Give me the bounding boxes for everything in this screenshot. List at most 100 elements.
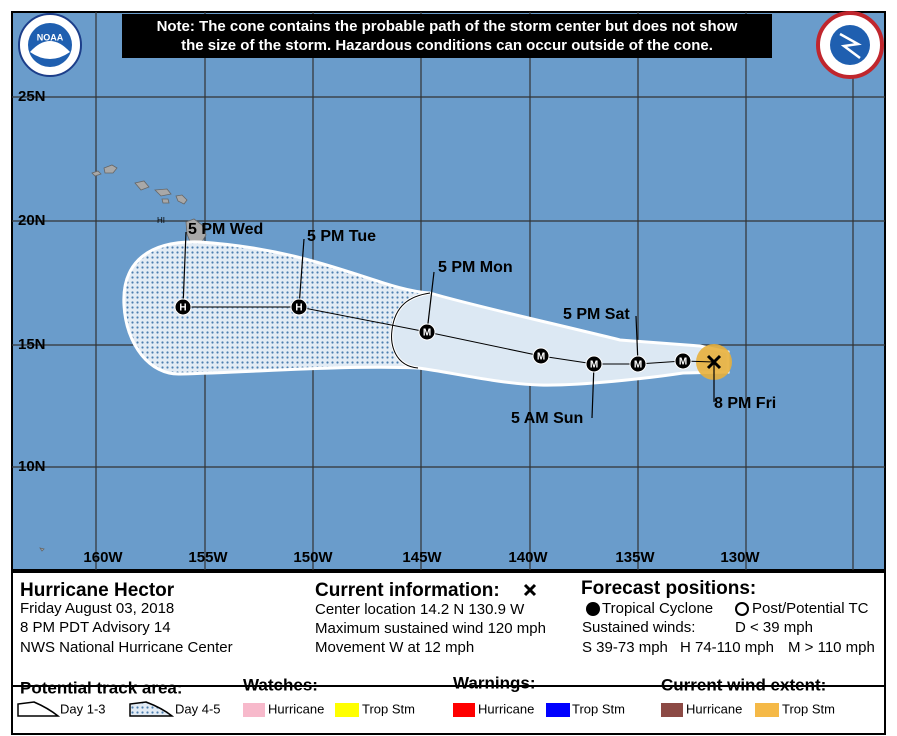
legend-title: Current wind extent:: [661, 675, 826, 694]
track-symbol: M: [537, 352, 545, 363]
leader-line: [591, 363, 595, 419]
leader-line: [182, 231, 187, 308]
track-symbol: H: [179, 303, 186, 314]
legend-cone: [129, 701, 175, 717]
legend-swatch: [453, 703, 475, 717]
island: [39, 547, 45, 552]
islands: [39, 164, 207, 552]
track-symbol: M: [634, 360, 642, 371]
island: [161, 198, 170, 204]
legend-dot: [586, 602, 600, 616]
current-position: [706, 354, 722, 370]
current-text: Center location 14.2 N 130.9 W: [315, 601, 525, 618]
legend-title: Potential track area:: [20, 678, 183, 697]
track-point: [629, 355, 647, 373]
forecast-text: D < 39 mph: [735, 619, 813, 636]
legend-title: Watches:: [243, 675, 318, 694]
legend-swatch: [755, 703, 779, 717]
track-point: [585, 355, 603, 373]
forecast-text: S 39-73 mph: [582, 639, 668, 656]
track-point: [532, 347, 550, 365]
legend-text: Trop Stm: [782, 701, 835, 716]
logo-bolt: [839, 32, 862, 59]
legend-text: Hurricane: [268, 701, 324, 716]
time-label: 5 PM Tue: [307, 228, 376, 245]
legend-swatch: [661, 703, 683, 717]
region-label: HI: [157, 216, 165, 225]
track-symbol: M: [679, 357, 687, 368]
leader-line: [426, 271, 435, 333]
time-labels: 5 PM Wed 5 PM Tue 5 PM Mon 5 PM Sat 5 AM…: [188, 221, 776, 427]
track-symbol: M: [423, 328, 431, 339]
legend-text: Hurricane: [478, 701, 534, 716]
track-point: [418, 323, 436, 341]
legend-swatch: [335, 703, 359, 717]
legend-text: Day 1-3: [60, 701, 106, 716]
island: [175, 194, 188, 205]
info-text: Friday August 03, 2018: [20, 600, 174, 617]
lon-label: 150W: [293, 549, 333, 566]
track-symbol: M: [590, 360, 598, 371]
track-points: H H M M M M M: [174, 298, 722, 373]
forecast-text: M > 110 mph: [788, 639, 875, 656]
note-text: the size of the storm. Hazardous conditi…: [181, 37, 713, 54]
lat-label: 25N: [18, 88, 46, 105]
island: [154, 188, 172, 197]
storm-name: Hurricane Hector: [20, 580, 175, 601]
lat-label: 20N: [18, 212, 46, 229]
island: [185, 218, 207, 246]
track-symbol: H: [295, 303, 302, 314]
noaa-logo: NOAA: [18, 13, 82, 77]
current-text: Maximum sustained wind 120 mph: [315, 620, 546, 637]
track-point: [290, 298, 308, 316]
legend-swatch: [243, 703, 265, 717]
island: [134, 180, 150, 191]
legend-cone: [17, 701, 61, 717]
info-panel: [11, 571, 886, 687]
forecast-text: H 74-110 mph: [680, 639, 774, 656]
time-label: 5 PM Mon: [438, 259, 513, 276]
lon-label: 145W: [402, 549, 442, 566]
nws-logo: [816, 11, 884, 79]
note-box: [122, 14, 772, 58]
legend-text: Hurricane: [686, 701, 742, 716]
current-icon: [523, 583, 537, 597]
forecast-text: Post/Potential TC: [752, 600, 869, 617]
island: [91, 170, 102, 177]
note-text: Note: The cone contains the probable pat…: [157, 18, 738, 35]
time-label: 5 AM Sun: [511, 410, 583, 427]
leader-line: [298, 238, 305, 308]
legend-title: Warnings:: [453, 673, 535, 692]
current-text: Movement W at 12 mph: [315, 639, 474, 656]
lon-label: 135W: [615, 549, 655, 566]
legend-text: Trop Stm: [572, 701, 625, 716]
lon-labels: 160W 155W 150W 145W 140W 135W 130W: [83, 549, 760, 566]
lon-label: 130W: [720, 549, 760, 566]
current-title: Current information:: [315, 580, 500, 601]
legend-dot: [735, 602, 749, 616]
lon-label: 160W: [83, 549, 123, 566]
leader-lines: [182, 231, 715, 419]
track-point: [174, 298, 192, 316]
info-text: 8 PM PDT Advisory 14: [20, 619, 171, 636]
forecast-text: Sustained winds:: [582, 619, 695, 636]
legend-text: Trop Stm: [362, 701, 415, 716]
logo-text: NOAA: [37, 32, 64, 42]
lat-label: 15N: [18, 336, 46, 353]
lon-label: 155W: [188, 549, 228, 566]
legend-swatch: [546, 703, 570, 717]
forecast-title: Forecast positions:: [581, 578, 756, 599]
lat-labels: 25N 20N 15N 10N: [18, 88, 46, 475]
legend-text: Day 4-5: [175, 701, 221, 716]
lat-label: 10N: [18, 458, 46, 475]
time-label: 5 PM Sat: [563, 306, 630, 323]
island: [103, 164, 118, 174]
time-label: 5 PM Wed: [188, 221, 263, 238]
track-point: [674, 352, 692, 370]
forecast-text: Tropical Cyclone: [602, 600, 713, 617]
cone-boundary: [391, 292, 431, 369]
time-label: 8 PM Fri: [714, 395, 776, 412]
info-text: NWS National Hurricane Center: [20, 639, 233, 656]
